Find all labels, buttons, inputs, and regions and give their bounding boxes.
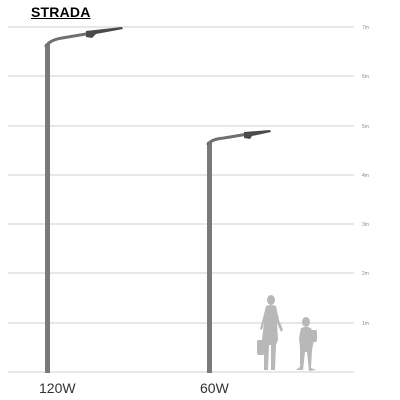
- tick-label-7m: 7m: [362, 25, 369, 31]
- child-figure-backpack: [310, 330, 317, 342]
- adult-figure-body: [260, 305, 283, 370]
- scale-grid: [8, 26, 354, 373]
- pole-label-120w: 120W: [39, 380, 76, 396]
- pole-60w-arm: [206, 132, 250, 146]
- child-figure-head: [302, 317, 310, 327]
- pole-60w-luminaire: [244, 130, 271, 139]
- tick-label-6m: 6m: [362, 74, 369, 80]
- pole-label-60w: 60W: [200, 380, 229, 396]
- adult-figure-bag: [257, 340, 265, 355]
- pole-120w: [44, 27, 123, 373]
- scale-ticks: 7m 6m 5m 4m 3m 2m 1m: [362, 25, 369, 327]
- pole-120w-shaft: [45, 44, 50, 373]
- tick-label-5m: 5m: [362, 124, 369, 130]
- child-figure: [296, 317, 317, 371]
- tick-label-1m: 1m: [362, 321, 369, 327]
- pole-120w-luminaire: [86, 27, 123, 38]
- adult-figure-head: [267, 295, 275, 305]
- page-title: STRADA: [31, 4, 91, 20]
- tick-label-3m: 3m: [362, 222, 369, 228]
- tick-label-2m: 2m: [362, 271, 369, 277]
- pole-120w-arm: [44, 31, 94, 48]
- tick-label-4m: 4m: [362, 173, 369, 179]
- adult-figure: [257, 295, 283, 370]
- pole-60w: [206, 130, 271, 373]
- pole-60w-shaft: [207, 142, 212, 373]
